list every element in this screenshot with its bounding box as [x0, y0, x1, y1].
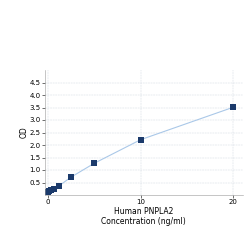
Point: [138, 138, 142, 142]
X-axis label: Human PNPLA2
Concentration (ng/ml): Human PNPLA2 Concentration (ng/ml): [102, 206, 186, 226]
Point: [231, 105, 235, 109]
Point: [49, 188, 53, 192]
Point: [47, 189, 51, 193]
Point: [57, 184, 61, 188]
Point: [69, 175, 73, 179]
Point: [92, 161, 96, 165]
Point: [52, 187, 56, 191]
Point: [46, 190, 50, 194]
Y-axis label: OD: OD: [19, 126, 28, 138]
